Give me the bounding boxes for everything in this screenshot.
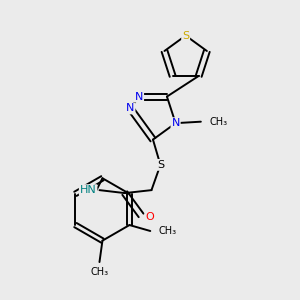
Text: CH₃: CH₃ bbox=[159, 226, 177, 236]
Text: CH₃: CH₃ bbox=[210, 117, 228, 127]
Text: CH₃: CH₃ bbox=[90, 267, 109, 277]
Text: O: O bbox=[146, 212, 154, 222]
Text: S: S bbox=[182, 31, 189, 40]
Text: N: N bbox=[126, 103, 134, 113]
Text: N: N bbox=[171, 118, 180, 128]
Text: S: S bbox=[157, 160, 164, 170]
Text: N: N bbox=[135, 92, 143, 102]
Text: HN: HN bbox=[80, 185, 97, 195]
